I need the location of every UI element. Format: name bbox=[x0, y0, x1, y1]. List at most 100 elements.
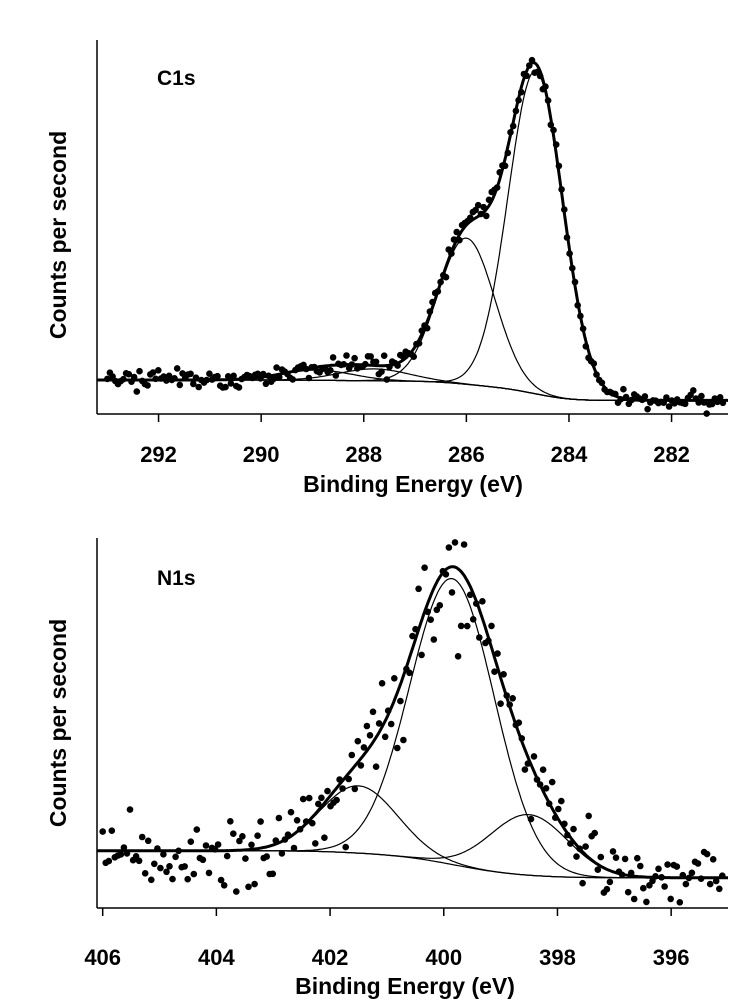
data-point bbox=[479, 598, 486, 605]
data-point bbox=[621, 855, 629, 863]
data-point bbox=[233, 888, 240, 895]
data-point bbox=[518, 735, 526, 742]
data-point bbox=[259, 370, 267, 378]
data-point bbox=[224, 373, 232, 380]
data-point bbox=[369, 708, 377, 716]
data-point bbox=[270, 375, 278, 383]
data-point bbox=[448, 250, 455, 257]
data-point bbox=[171, 375, 178, 382]
data-point bbox=[539, 766, 547, 773]
data-point bbox=[590, 360, 598, 367]
data-point bbox=[466, 214, 474, 222]
data-point bbox=[451, 539, 459, 546]
data-point bbox=[123, 850, 131, 857]
data-point bbox=[676, 899, 684, 906]
data-point bbox=[690, 387, 697, 394]
data-point bbox=[448, 589, 456, 596]
c1s-panel: 292 290 288 286 284 282 C1s Binding Energy (e… bbox=[45, 40, 728, 497]
data-point bbox=[515, 96, 522, 104]
data-point bbox=[195, 383, 202, 391]
x-tick-label: 282 bbox=[653, 442, 690, 467]
data-point bbox=[627, 869, 635, 877]
data-point bbox=[526, 62, 533, 69]
data-point bbox=[357, 762, 365, 769]
data-point bbox=[289, 376, 297, 383]
data-point bbox=[558, 797, 565, 805]
data-point bbox=[573, 853, 580, 860]
data-point bbox=[530, 753, 538, 760]
data-point bbox=[418, 651, 425, 659]
data-point bbox=[400, 736, 407, 744]
data-point bbox=[136, 367, 143, 375]
data-point bbox=[579, 879, 586, 887]
data-point bbox=[372, 358, 380, 366]
data-point bbox=[453, 228, 461, 236]
data-point bbox=[187, 838, 195, 845]
data-point bbox=[661, 883, 668, 890]
data-point bbox=[276, 373, 283, 381]
data-point bbox=[290, 844, 298, 852]
data-point bbox=[582, 343, 590, 350]
data-point bbox=[695, 399, 702, 406]
data-point bbox=[593, 371, 600, 378]
data-point bbox=[169, 875, 176, 883]
data-point bbox=[190, 380, 197, 388]
data-point bbox=[409, 632, 416, 640]
data-point bbox=[552, 814, 559, 821]
data-point bbox=[324, 787, 331, 795]
data-point bbox=[454, 653, 462, 660]
data-point bbox=[272, 837, 280, 844]
data-point bbox=[429, 298, 436, 306]
n1s-y-axis-label: Counts per second bbox=[45, 619, 71, 827]
data-point bbox=[437, 278, 444, 286]
data-point bbox=[275, 814, 283, 822]
data-point bbox=[152, 375, 159, 383]
data-point bbox=[542, 785, 550, 792]
data-point bbox=[552, 141, 560, 148]
data-point bbox=[708, 400, 716, 408]
data-point bbox=[421, 564, 428, 571]
data-point bbox=[211, 846, 219, 853]
data-point bbox=[509, 122, 517, 130]
data-point bbox=[523, 72, 530, 80]
data-point bbox=[456, 236, 463, 244]
data-point bbox=[117, 851, 125, 858]
data-point bbox=[160, 851, 167, 858]
data-point bbox=[133, 388, 141, 395]
data-point bbox=[348, 361, 356, 368]
x-tick-label: 288 bbox=[345, 442, 382, 467]
data-point bbox=[533, 776, 541, 783]
data-point bbox=[603, 885, 611, 893]
data-point bbox=[445, 544, 453, 551]
data-point bbox=[327, 367, 334, 374]
data-point bbox=[181, 863, 188, 870]
data-point bbox=[469, 616, 477, 623]
data-point bbox=[521, 766, 529, 773]
data-point bbox=[360, 744, 368, 751]
data-point bbox=[566, 250, 573, 257]
data-point bbox=[597, 853, 605, 861]
data-point bbox=[618, 871, 626, 879]
data-point bbox=[570, 825, 577, 833]
data-point bbox=[172, 853, 179, 861]
data-point bbox=[269, 870, 277, 878]
data-point bbox=[450, 236, 458, 243]
data-point bbox=[628, 396, 635, 404]
data-point bbox=[426, 308, 434, 315]
data-point bbox=[594, 866, 602, 873]
data-point bbox=[348, 751, 356, 759]
data-point bbox=[305, 374, 313, 382]
data-point bbox=[214, 372, 221, 380]
data-point bbox=[154, 845, 161, 852]
data-point bbox=[561, 206, 568, 213]
data-point bbox=[569, 264, 576, 272]
data-point bbox=[108, 827, 116, 834]
data-point bbox=[366, 732, 374, 739]
data-point bbox=[235, 384, 243, 391]
data-point bbox=[332, 372, 340, 379]
data-point bbox=[205, 869, 213, 877]
data-point bbox=[506, 701, 513, 708]
data-point bbox=[561, 820, 568, 828]
data-point bbox=[144, 382, 151, 389]
data-point bbox=[606, 878, 614, 886]
